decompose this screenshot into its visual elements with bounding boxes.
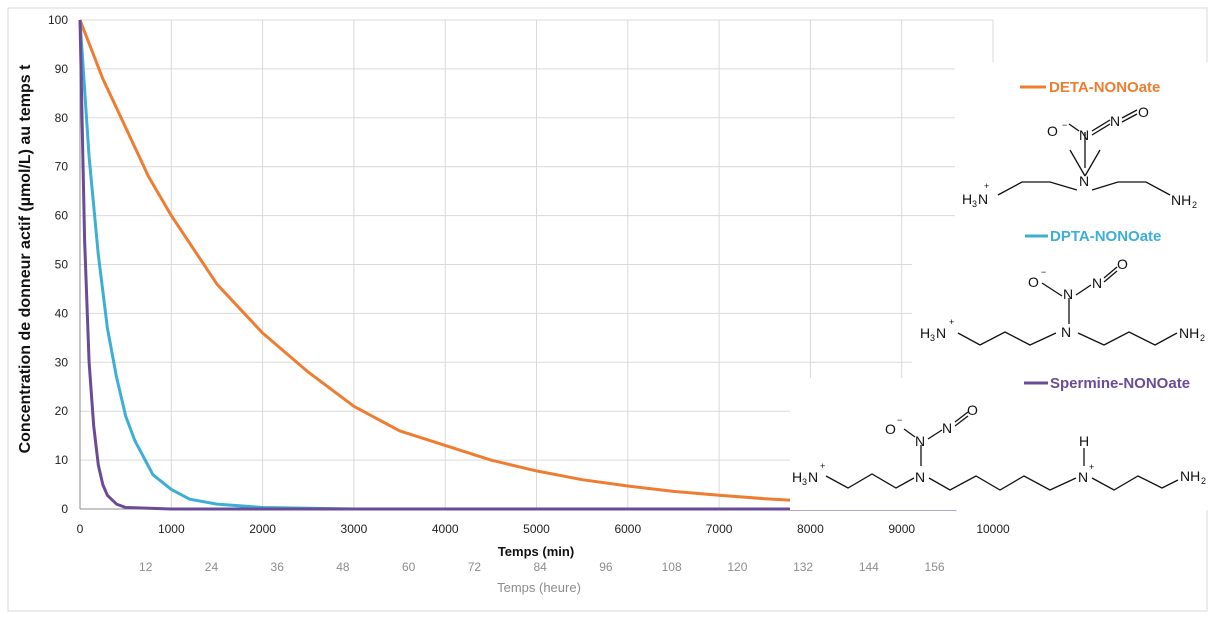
x-axis-title: Temps (min) bbox=[498, 544, 574, 559]
svg-text:O: O bbox=[1028, 274, 1039, 290]
svg-text:N: N bbox=[1063, 286, 1073, 302]
svg-text:H: H bbox=[920, 325, 930, 341]
x2-tick-label: 120 bbox=[727, 560, 747, 574]
svg-text:−: − bbox=[1062, 120, 1067, 130]
svg-text:N: N bbox=[1110, 113, 1120, 129]
svg-text:NH: NH bbox=[1180, 468, 1200, 484]
x2-tick-label: 132 bbox=[793, 560, 813, 574]
svg-text:N: N bbox=[915, 469, 925, 485]
x-tick-label: 2000 bbox=[249, 522, 276, 536]
svg-text:+: + bbox=[949, 317, 954, 327]
svg-text:H: H bbox=[1079, 433, 1089, 449]
svg-text:H: H bbox=[962, 191, 972, 207]
y-tick-label: 100 bbox=[48, 13, 68, 27]
svg-text:N: N bbox=[808, 469, 818, 485]
x-tick-label: 5000 bbox=[523, 522, 550, 536]
svg-text:N: N bbox=[915, 433, 925, 449]
x-tick-label: 0 bbox=[77, 522, 84, 536]
svg-text:3: 3 bbox=[930, 333, 935, 343]
y-tick-label: 40 bbox=[55, 306, 69, 320]
y-tick-label: 20 bbox=[55, 404, 69, 418]
svg-text:N: N bbox=[1078, 469, 1088, 485]
svg-text:2: 2 bbox=[1192, 200, 1197, 210]
y-tick-label: 30 bbox=[55, 355, 69, 369]
legend-label-spermine: Spermine-NONOate bbox=[1050, 375, 1190, 392]
legend-label-dpta: DPTA-NONOate bbox=[1050, 228, 1161, 245]
svg-text:2: 2 bbox=[1201, 476, 1206, 486]
y-tick-label: 90 bbox=[55, 62, 69, 76]
svg-text:N: N bbox=[1079, 127, 1089, 143]
x2-axis-title: Temps (heure) bbox=[497, 580, 581, 595]
y-tick-label: 60 bbox=[55, 209, 69, 223]
y-tick-label: 50 bbox=[55, 258, 69, 272]
svg-text:N: N bbox=[942, 420, 952, 436]
svg-text:NH: NH bbox=[1179, 325, 1199, 341]
x2-tick-label: 144 bbox=[859, 560, 879, 574]
y-tick-label: 0 bbox=[61, 502, 68, 516]
legend-label-deta: DETA-NONOate bbox=[1049, 79, 1160, 96]
y-tick-label: 70 bbox=[55, 160, 69, 174]
x-tick-label: 3000 bbox=[341, 522, 368, 536]
x-tick-label: 10000 bbox=[976, 522, 1010, 536]
x-tick-label: 7000 bbox=[706, 522, 733, 536]
y-tick-label: 80 bbox=[55, 111, 69, 125]
x2-tick-label: 84 bbox=[533, 560, 547, 574]
y-axis-title: Concentration de donneur actif (µmol/L) … bbox=[17, 64, 34, 453]
svg-text:N: N bbox=[1079, 173, 1089, 189]
x2-tick-label: 48 bbox=[336, 560, 350, 574]
x2-tick-label: 12 bbox=[139, 560, 153, 574]
svg-text:O: O bbox=[1138, 104, 1149, 120]
svg-text:2: 2 bbox=[1200, 333, 1205, 343]
svg-text:NH: NH bbox=[1171, 192, 1191, 208]
svg-text:N: N bbox=[978, 191, 988, 207]
x2-tick-label: 96 bbox=[599, 560, 613, 574]
y-tick-label: 10 bbox=[55, 453, 69, 467]
svg-text:O: O bbox=[1047, 123, 1058, 139]
svg-text:3: 3 bbox=[972, 199, 977, 209]
x-tick-label: 1000 bbox=[158, 522, 185, 536]
x2-tick-label: 156 bbox=[925, 560, 945, 574]
svg-text:O: O bbox=[885, 421, 896, 437]
svg-text:O: O bbox=[1117, 256, 1128, 272]
svg-text:−: − bbox=[1041, 267, 1046, 277]
svg-text:+: + bbox=[1089, 462, 1094, 472]
x2-tick-label: 36 bbox=[271, 560, 285, 574]
svg-text:N: N bbox=[1092, 275, 1102, 291]
svg-text:3: 3 bbox=[802, 477, 807, 487]
x2-tick-label: 24 bbox=[205, 560, 219, 574]
svg-text:−: − bbox=[897, 415, 902, 425]
svg-text:H: H bbox=[792, 469, 802, 485]
x-tick-label: 4000 bbox=[432, 522, 459, 536]
x2-tick-label: 108 bbox=[662, 560, 682, 574]
svg-text:+: + bbox=[984, 181, 989, 191]
svg-text:O: O bbox=[967, 402, 978, 418]
x-tick-label: 8000 bbox=[797, 522, 824, 536]
x2-tick-label: 60 bbox=[402, 560, 416, 574]
x-tick-label: 9000 bbox=[888, 522, 915, 536]
svg-text:N: N bbox=[1061, 324, 1071, 340]
x-tick-label: 6000 bbox=[614, 522, 641, 536]
svg-text:+: + bbox=[820, 461, 825, 471]
svg-text:N: N bbox=[936, 325, 946, 341]
x2-tick-label: 72 bbox=[468, 560, 482, 574]
